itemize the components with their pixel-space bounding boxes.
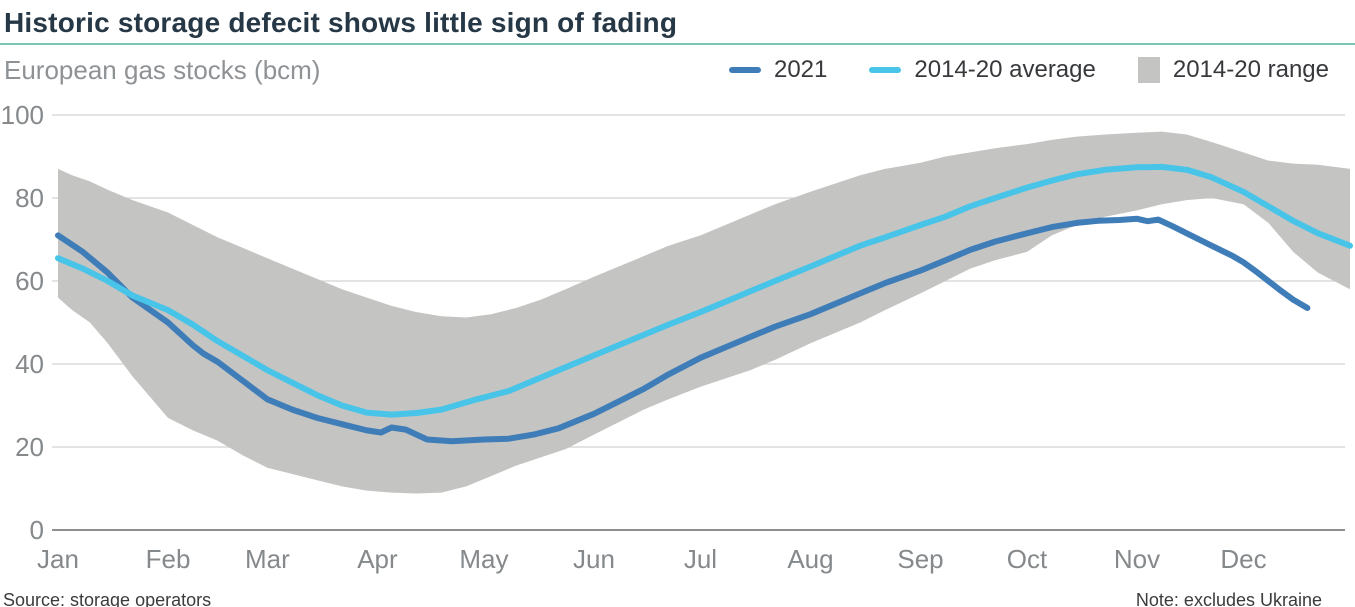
x-axis-label-dec: Dec bbox=[1220, 544, 1266, 574]
legend-2021-line-swatch bbox=[728, 67, 761, 73]
chart-footer: Source: storage operators Note: excludes… bbox=[0, 588, 1355, 607]
legend-item-range: 2014-20 range bbox=[1137, 56, 1329, 84]
subhead-row: European gas stocks (bcm) 2021 2014-20 a… bbox=[0, 45, 1355, 95]
x-axis-label-jul: Jul bbox=[684, 544, 717, 574]
chart-subtitle: European gas stocks (bcm) bbox=[4, 54, 321, 85]
x-axis-label-nov: Nov bbox=[1114, 544, 1160, 574]
series-average-line bbox=[55, 163, 1353, 418]
y-axis-label-0: 0 bbox=[30, 515, 44, 545]
legend-item-2021: 2021 bbox=[728, 56, 828, 84]
chart-title: Historic storage defecit shows little si… bbox=[4, 7, 678, 38]
legend-2021-label: 2021 bbox=[773, 56, 828, 83]
source-note: Source: storage operators bbox=[3, 589, 212, 607]
y-axis-label-60: 60 bbox=[15, 266, 44, 296]
x-axis-label-aug: Aug bbox=[787, 544, 833, 574]
x-axis-label-feb: Feb bbox=[146, 544, 191, 574]
y-axis-label-80: 80 bbox=[15, 183, 44, 213]
chart-legend: 2021 2014-20 average 2014-20 range bbox=[728, 56, 1329, 84]
legend-range-box-swatch bbox=[1137, 57, 1160, 83]
x-axis-label-jun: Jun bbox=[573, 544, 615, 574]
y-axis-label-100: 100 bbox=[1, 100, 44, 130]
x-axis-label-may: May bbox=[459, 544, 508, 574]
x-axis-label-oct: Oct bbox=[1007, 544, 1048, 574]
x-axis-label-mar: Mar bbox=[245, 544, 290, 574]
legend-item-average: 2014-20 average bbox=[869, 56, 1096, 84]
x-axis-label-apr: Apr bbox=[357, 544, 398, 574]
y-axis-label-40: 40 bbox=[15, 349, 44, 379]
legend-average-label: 2014-20 average bbox=[914, 56, 1096, 83]
series-2021-line bbox=[55, 215, 1311, 445]
y-axis-label-20: 20 bbox=[15, 432, 44, 462]
title-divider-rule bbox=[0, 43, 1355, 45]
exclusion-note: Note: excludes Ukraine bbox=[1135, 589, 1322, 607]
x-axis-label-sep: Sep bbox=[897, 544, 943, 574]
x-axis-label-jan: Jan bbox=[37, 544, 79, 574]
legend-average-line-swatch bbox=[869, 67, 902, 73]
legend-range-label: 2014-20 range bbox=[1172, 56, 1329, 83]
gas-stocks-line-chart: 0 20 40 60 80 100 Jan Feb Mar Apr May Jun Jul Aug Sep O… bbox=[1, 100, 1353, 574]
